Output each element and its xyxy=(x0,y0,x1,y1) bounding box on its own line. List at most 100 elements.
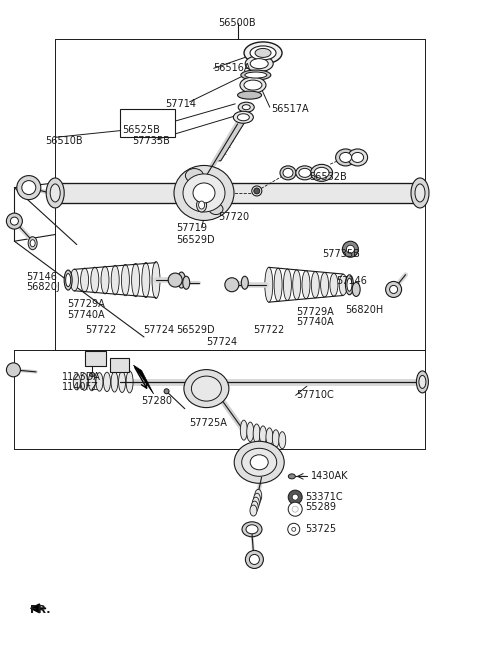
Ellipse shape xyxy=(272,429,279,448)
Text: 56500B: 56500B xyxy=(218,19,256,28)
Ellipse shape xyxy=(152,261,160,299)
Polygon shape xyxy=(85,351,106,366)
Text: 56516A: 56516A xyxy=(214,64,251,73)
Polygon shape xyxy=(133,365,154,394)
Text: 57280: 57280 xyxy=(142,397,173,406)
Ellipse shape xyxy=(73,374,80,390)
Ellipse shape xyxy=(266,428,273,446)
Ellipse shape xyxy=(416,371,428,393)
Circle shape xyxy=(342,241,359,257)
Ellipse shape xyxy=(274,268,282,302)
Ellipse shape xyxy=(347,278,352,291)
Text: 56517A: 56517A xyxy=(271,104,309,113)
Ellipse shape xyxy=(101,266,109,294)
Ellipse shape xyxy=(183,276,190,289)
Circle shape xyxy=(292,527,296,531)
Ellipse shape xyxy=(254,188,260,194)
Ellipse shape xyxy=(260,426,266,444)
Ellipse shape xyxy=(111,372,118,392)
Text: 56525B: 56525B xyxy=(122,125,160,135)
Ellipse shape xyxy=(253,424,260,443)
Circle shape xyxy=(6,363,21,377)
Ellipse shape xyxy=(238,91,262,99)
Text: 1125DA: 1125DA xyxy=(62,372,101,381)
Ellipse shape xyxy=(246,525,258,534)
Ellipse shape xyxy=(250,46,276,60)
Ellipse shape xyxy=(64,270,72,290)
Bar xyxy=(55,183,420,203)
Ellipse shape xyxy=(312,271,319,298)
Text: 57719: 57719 xyxy=(177,223,208,232)
Text: 56529D: 56529D xyxy=(177,326,215,335)
Ellipse shape xyxy=(242,105,250,110)
Ellipse shape xyxy=(293,270,300,299)
Ellipse shape xyxy=(245,56,273,72)
Ellipse shape xyxy=(46,178,64,208)
Text: 57725A: 57725A xyxy=(190,418,228,427)
Ellipse shape xyxy=(296,166,314,180)
Text: 57740A: 57740A xyxy=(67,310,105,320)
Ellipse shape xyxy=(111,265,119,295)
Text: 57729A: 57729A xyxy=(67,299,105,309)
Text: 1430AK: 1430AK xyxy=(311,472,348,481)
Ellipse shape xyxy=(126,371,133,393)
Circle shape xyxy=(347,245,354,253)
Ellipse shape xyxy=(142,263,150,297)
Text: 56820H: 56820H xyxy=(346,305,384,314)
Text: 57724: 57724 xyxy=(206,338,238,347)
Circle shape xyxy=(6,213,23,229)
Ellipse shape xyxy=(209,204,223,214)
Ellipse shape xyxy=(330,273,338,296)
Ellipse shape xyxy=(352,283,360,296)
Text: 55289: 55289 xyxy=(305,502,336,512)
Circle shape xyxy=(385,281,402,297)
Ellipse shape xyxy=(415,184,425,202)
Ellipse shape xyxy=(265,267,273,302)
Text: 56510B: 56510B xyxy=(46,136,83,145)
Text: 57146: 57146 xyxy=(26,272,57,281)
Ellipse shape xyxy=(91,267,99,293)
Text: 53371C: 53371C xyxy=(305,492,342,502)
Circle shape xyxy=(250,555,259,564)
Text: 56532B: 56532B xyxy=(310,172,348,182)
Circle shape xyxy=(288,490,302,504)
Ellipse shape xyxy=(314,168,329,178)
Ellipse shape xyxy=(321,273,329,297)
Text: 57724: 57724 xyxy=(143,326,174,335)
Ellipse shape xyxy=(419,375,426,389)
Ellipse shape xyxy=(199,201,204,209)
Ellipse shape xyxy=(283,269,291,301)
Ellipse shape xyxy=(28,237,37,250)
Text: 56529D: 56529D xyxy=(177,235,215,245)
Ellipse shape xyxy=(81,268,89,292)
Ellipse shape xyxy=(237,114,250,121)
Ellipse shape xyxy=(250,455,268,470)
Circle shape xyxy=(292,494,298,500)
Ellipse shape xyxy=(288,474,295,479)
Polygon shape xyxy=(215,121,246,161)
Ellipse shape xyxy=(164,389,169,394)
Ellipse shape xyxy=(233,111,253,123)
Ellipse shape xyxy=(250,505,257,516)
Ellipse shape xyxy=(252,186,262,196)
Ellipse shape xyxy=(88,373,96,391)
Circle shape xyxy=(288,502,302,516)
Text: 57722: 57722 xyxy=(85,326,117,335)
Ellipse shape xyxy=(247,422,254,442)
Ellipse shape xyxy=(339,153,351,162)
Ellipse shape xyxy=(244,42,282,64)
Ellipse shape xyxy=(178,272,185,288)
Ellipse shape xyxy=(66,273,71,287)
Ellipse shape xyxy=(96,373,103,391)
Text: 57740A: 57740A xyxy=(297,318,334,327)
Ellipse shape xyxy=(346,275,353,295)
Ellipse shape xyxy=(184,370,229,407)
Circle shape xyxy=(292,507,298,512)
Ellipse shape xyxy=(241,70,271,80)
Text: 57722: 57722 xyxy=(253,326,285,335)
Ellipse shape xyxy=(279,431,286,449)
Ellipse shape xyxy=(348,149,368,166)
Ellipse shape xyxy=(302,271,310,299)
Circle shape xyxy=(225,278,239,291)
Ellipse shape xyxy=(252,497,259,509)
